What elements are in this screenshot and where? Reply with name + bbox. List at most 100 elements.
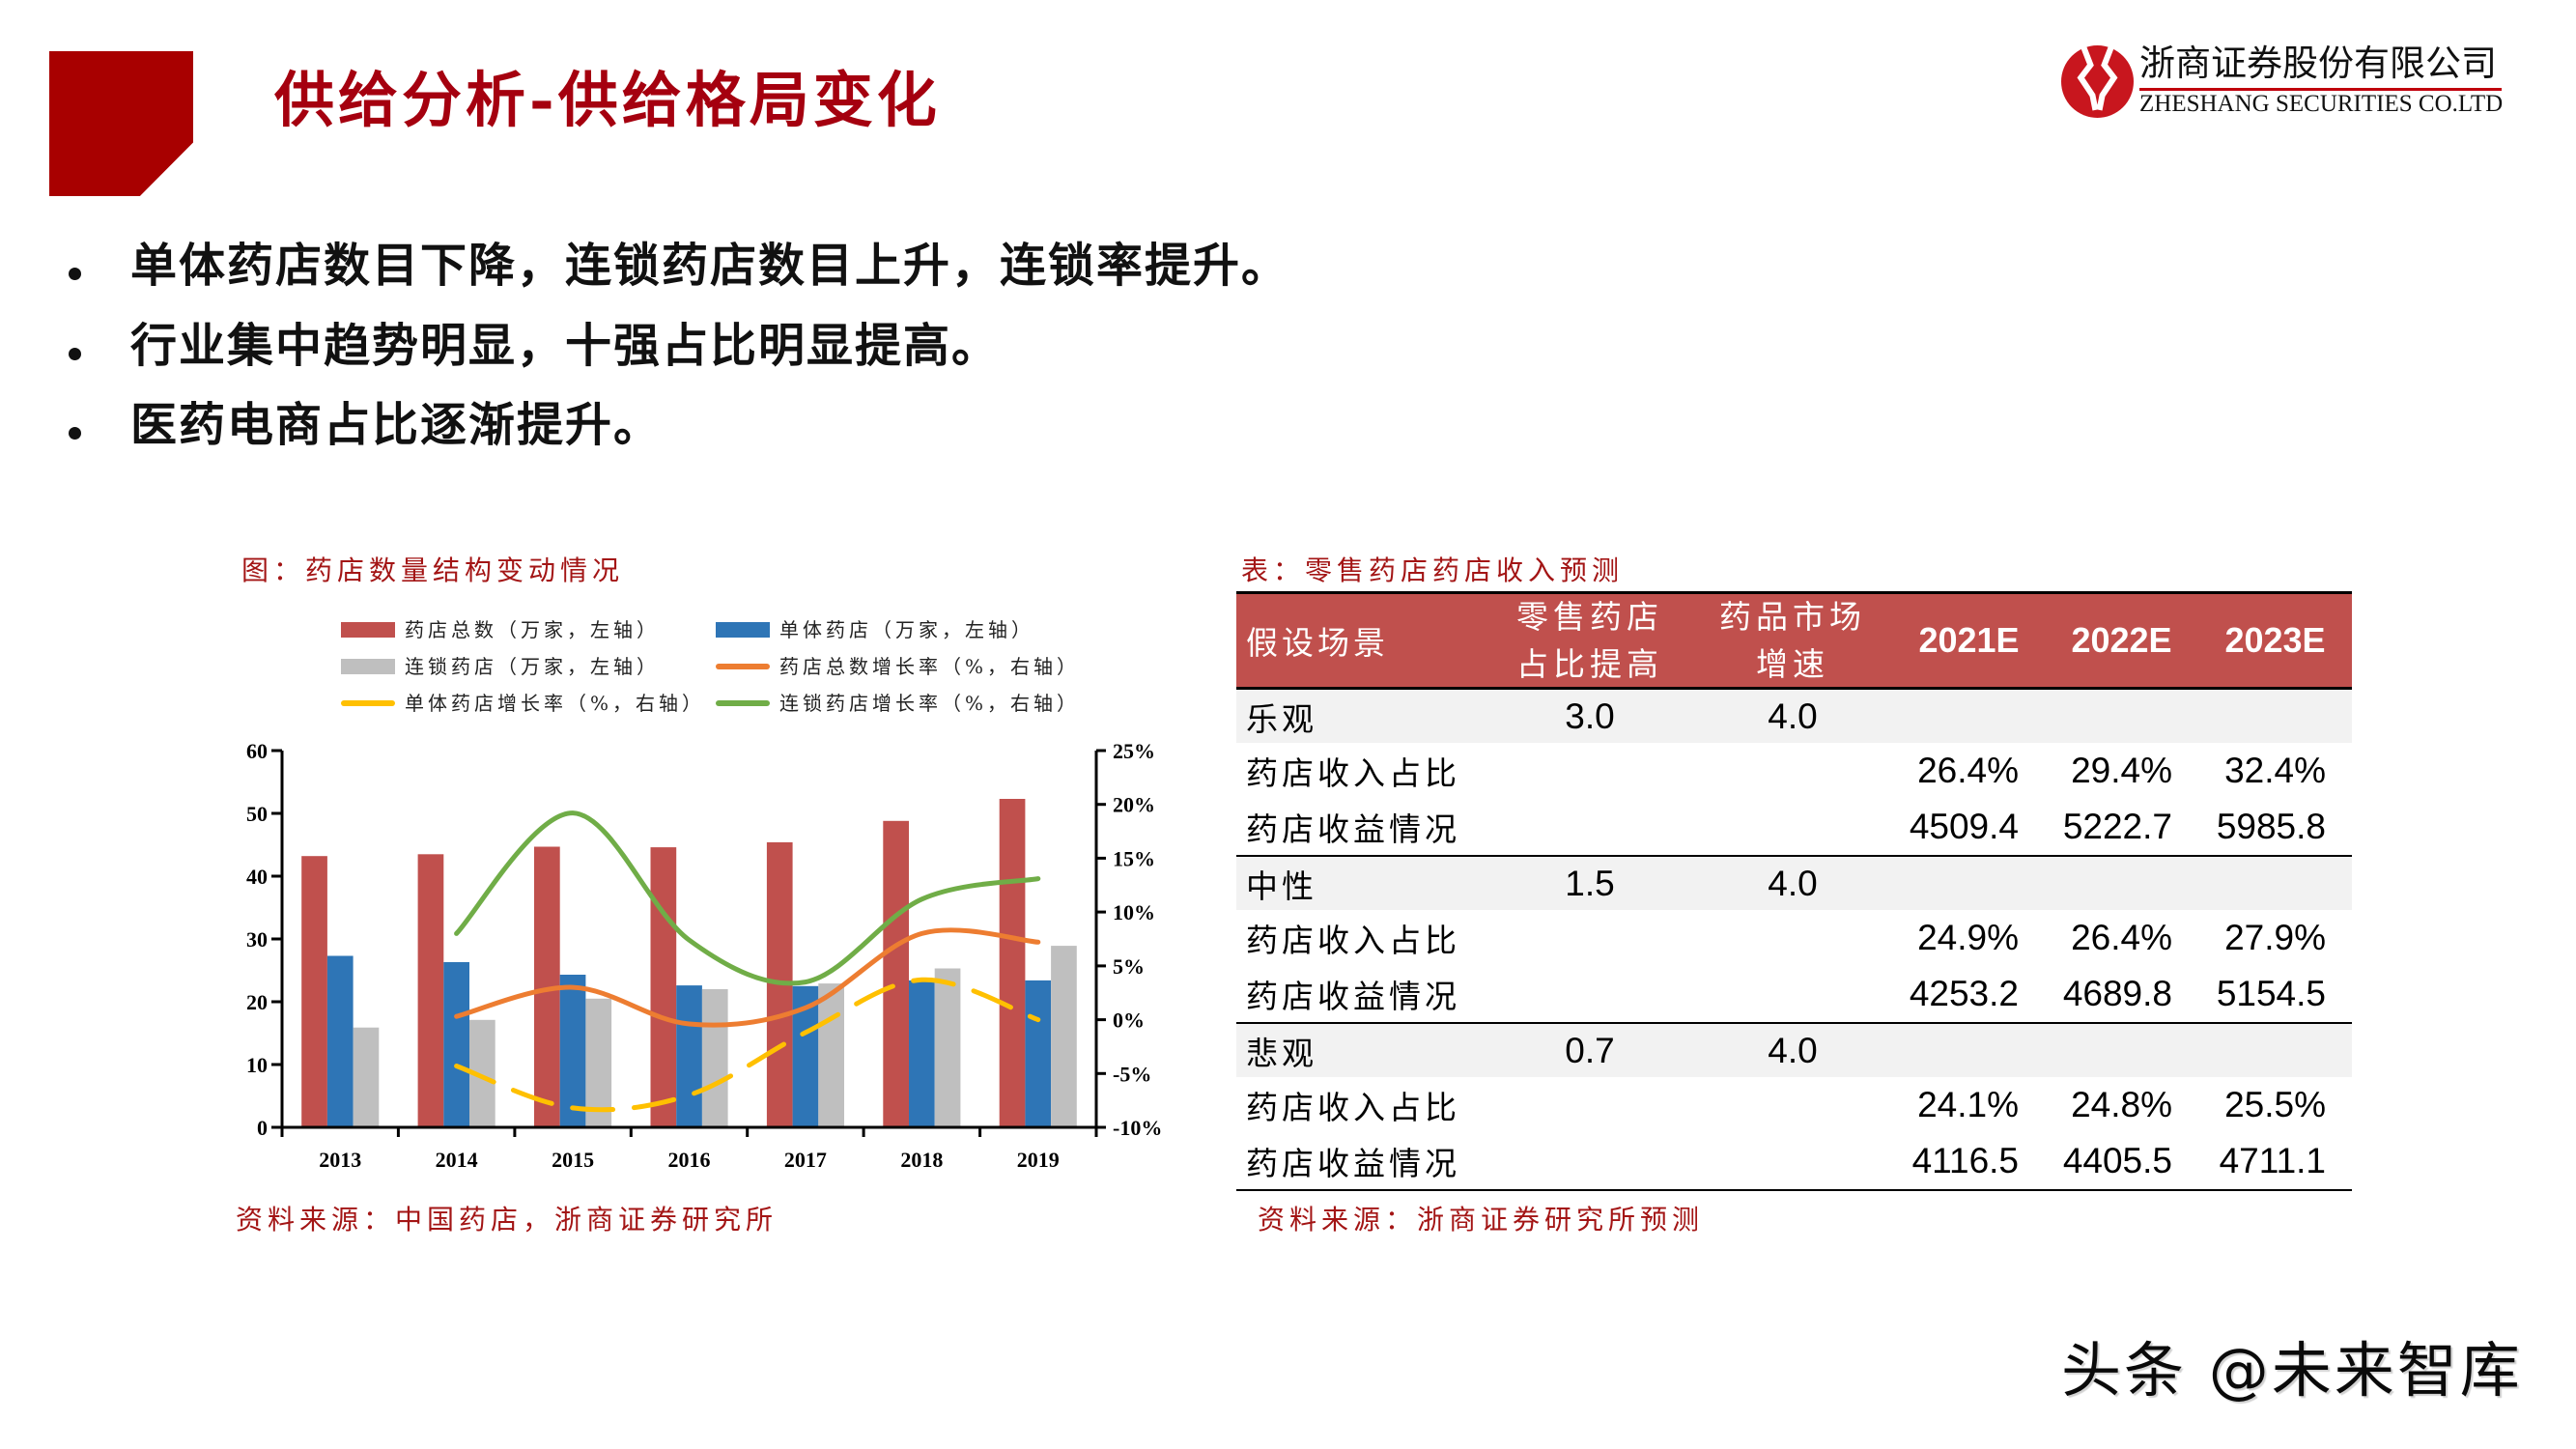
left-axis-tick-label: 60 bbox=[246, 739, 268, 763]
table-cell bbox=[1692, 743, 1893, 799]
bullet-text: 行业集中趋势明显，十强占比明显提高。 bbox=[130, 319, 1001, 373]
market-growth-cell: 4.0 bbox=[1768, 1030, 1818, 1070]
scenario-row: 悲观 0.7 4.0 bbox=[1236, 1024, 2352, 1077]
bar-independent bbox=[676, 985, 702, 1127]
table-cell: 5154.5 bbox=[2216, 974, 2326, 1013]
table-cell: 27.9% bbox=[2224, 918, 2326, 957]
left-axis-tick-label: 10 bbox=[246, 1053, 268, 1077]
table-cell: 4711.1 bbox=[2219, 1141, 2326, 1180]
bar-total bbox=[650, 847, 677, 1127]
table-cell bbox=[1487, 1133, 1692, 1189]
table-header-cell: 2022E bbox=[2071, 620, 2172, 660]
share-increase-cell: 1.5 bbox=[1565, 863, 1615, 903]
scenario-group: 中性 1.5 4.0 药店收入占比 24.9% 26.4% 27.9% 药店收益… bbox=[1236, 857, 2352, 1024]
table-cell bbox=[1692, 910, 1893, 966]
left-axis-tick-label: 50 bbox=[246, 802, 268, 826]
chart-caption: 图：药店数量结构变动情况 bbox=[241, 554, 625, 586]
zheshang-logo-icon bbox=[2061, 45, 2134, 118]
table-header-cell: 零售药店 占比提高 bbox=[1487, 594, 1692, 687]
table-cell bbox=[2045, 690, 2198, 743]
table-cell: 24.1% bbox=[1917, 1085, 2019, 1124]
table-row: 药店收益情况 4253.2 4689.8 5154.5 bbox=[1236, 966, 2352, 1022]
table-cell bbox=[1893, 857, 2045, 910]
company-logo: 浙商证券股份有限公司 ZHESHANG SECURITIES CO.LTD bbox=[2061, 43, 2525, 120]
watermark: 头条 @未来智库 bbox=[2061, 1335, 2523, 1406]
legend-item: 连锁药店（万家，左轴） bbox=[341, 655, 708, 678]
chart-source: 资料来源：中国药店，浙商证券研究所 bbox=[236, 1204, 778, 1236]
x-axis-tick-label: 2018 bbox=[900, 1148, 943, 1172]
table-cell: 4116.5 bbox=[1911, 1141, 2019, 1180]
table-header-cell: 药品市场 增速 bbox=[1692, 594, 1893, 687]
row-label: 药店收入占比 bbox=[1246, 754, 1460, 792]
scenario-label: 乐观 bbox=[1246, 699, 1317, 738]
bar-chain bbox=[585, 998, 612, 1128]
x-axis-tick-label: 2015 bbox=[552, 1148, 594, 1172]
right-axis-tick-label: 15% bbox=[1113, 846, 1155, 870]
logo-divider bbox=[2139, 88, 2502, 91]
bar-chain bbox=[701, 989, 728, 1127]
table-cell bbox=[2198, 1024, 2352, 1077]
header-label: 药品市场 增速 bbox=[1719, 593, 1866, 688]
right-axis-tick-label: 25% bbox=[1113, 739, 1155, 763]
table-header-cell: 2023E bbox=[2224, 620, 2326, 660]
table-source: 资料来源：浙商证券研究所预测 bbox=[1258, 1204, 1705, 1236]
scenario-row: 中性 1.5 4.0 bbox=[1236, 857, 2352, 910]
bar-chain bbox=[1051, 946, 1077, 1127]
bar-chain bbox=[818, 983, 844, 1127]
right-axis-tick-label: 20% bbox=[1113, 793, 1155, 817]
table-row: 药店收入占比 24.9% 26.4% 27.9% bbox=[1236, 910, 2352, 966]
legend-label: 连锁药店增长率（%，右轴） bbox=[779, 692, 1081, 715]
table-cell bbox=[1692, 1077, 1893, 1133]
table-cell: 5222.7 bbox=[2062, 807, 2172, 846]
header-label: 零售药店 占比提高 bbox=[1516, 593, 1663, 688]
left-axis-tick-label: 30 bbox=[246, 927, 268, 952]
scenario-group: 乐观 3.0 4.0 药店收入占比 26.4% 29.4% 32.4% 药店收益… bbox=[1236, 690, 2352, 857]
table-cell: 5985.8 bbox=[2216, 807, 2326, 846]
scenario-label: 中性 bbox=[1246, 867, 1317, 905]
x-axis-tick-label: 2016 bbox=[668, 1148, 711, 1172]
table-header-row: 假设场景 零售药店 占比提高 药品市场 增速 2021E 2022E 2023E bbox=[1236, 591, 2352, 690]
legend-label: 单体药店增长率（%，右轴） bbox=[405, 692, 706, 715]
table-cell bbox=[1692, 966, 1893, 1022]
legend-label: 连锁药店（万家，左轴） bbox=[405, 655, 660, 678]
company-name-en: ZHESHANG SECURITIES CO.LTD bbox=[2139, 91, 2504, 117]
legend-item: 连锁药店增长率（%，右轴） bbox=[716, 692, 1083, 715]
legend-line-swatch-icon bbox=[716, 664, 770, 669]
market-growth-cell: 4.0 bbox=[1768, 696, 1818, 736]
bar-chain bbox=[934, 968, 961, 1127]
bullet-item: 单体药店数目下降，连锁药店数目上升，连锁率提升。 bbox=[68, 242, 1420, 289]
table-cell bbox=[1487, 799, 1692, 855]
bullet-dot-icon bbox=[69, 427, 81, 440]
line-chain-growth bbox=[454, 810, 1041, 986]
market-growth-cell: 4.0 bbox=[1768, 863, 1818, 903]
left-axis-tick-label: 0 bbox=[257, 1116, 268, 1140]
bullet-item: 行业集中趋势明显，十强占比明显提高。 bbox=[68, 323, 1420, 369]
table-header-cell: 假设场景 bbox=[1236, 594, 1487, 687]
table-cell: 24.8% bbox=[2071, 1085, 2172, 1124]
legend-bar-swatch-icon bbox=[341, 622, 395, 638]
header-label-line: 占比提高 bbox=[1516, 645, 1663, 683]
legend-bar-swatch-icon bbox=[716, 622, 770, 638]
bullet-dot-icon bbox=[69, 348, 81, 360]
header-label-line: 增速 bbox=[1756, 645, 1829, 683]
row-label: 药店收益情况 bbox=[1246, 810, 1460, 848]
table-caption: 表：零售药店药店收入预测 bbox=[1241, 554, 1625, 586]
title-accent-block bbox=[49, 51, 193, 196]
pharmacy-structure-combo-chart: 0 10 20 30 40 50 60 -10% -5% 0% 5% 10% 15% 20% 25% 2013… bbox=[246, 739, 1162, 1172]
table-cell bbox=[1692, 1133, 1893, 1189]
header-label: 假设场景 bbox=[1246, 624, 1389, 662]
line-independent-growth bbox=[454, 977, 1041, 1113]
row-label: 药店收益情况 bbox=[1246, 978, 1460, 1015]
bar-total bbox=[301, 856, 327, 1127]
row-label: 药店收益情况 bbox=[1246, 1145, 1460, 1182]
share-increase-cell: 0.7 bbox=[1565, 1030, 1615, 1070]
bar-independent bbox=[443, 962, 469, 1127]
table-cell: 26.4% bbox=[1917, 751, 2019, 790]
bullet-text: 单体药店数目下降，连锁药店数目上升，连锁率提升。 bbox=[130, 239, 1290, 293]
bar-independent bbox=[326, 955, 354, 1127]
table-cell bbox=[2045, 857, 2198, 910]
page-title: 供给分析-供给格局变化 bbox=[274, 65, 941, 135]
table-cell: 29.4% bbox=[2071, 751, 2172, 790]
table-row: 药店收入占比 24.1% 24.8% 25.5% bbox=[1236, 1077, 2352, 1133]
legend-item: 单体药店增长率（%，右轴） bbox=[341, 692, 708, 715]
